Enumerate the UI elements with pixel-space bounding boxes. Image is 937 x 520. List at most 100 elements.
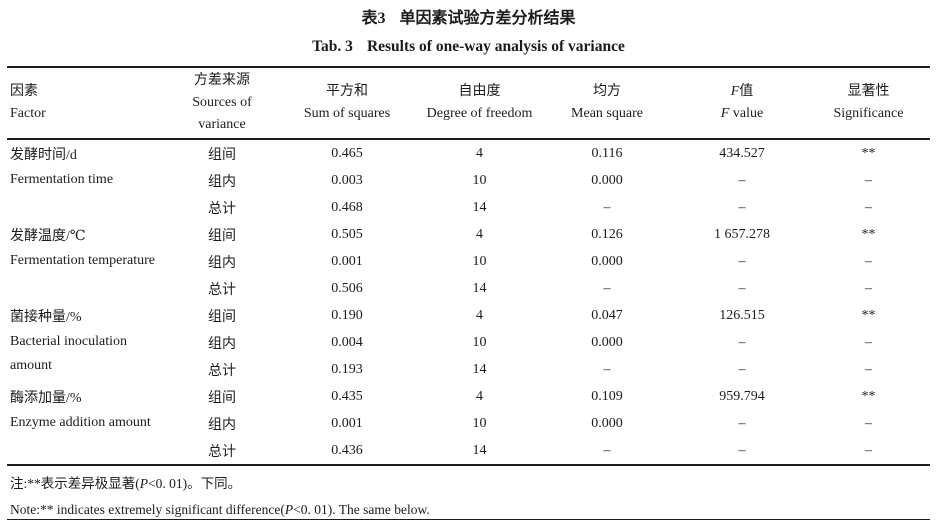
table-number-zh: 表3 [361, 10, 386, 27]
factor-en: Fermentation temperature [10, 253, 155, 268]
note-en-prefix: Note:** indicates extremely significant … [10, 502, 285, 517]
cell-mean-square: 0.000 [591, 334, 623, 350]
table-title-zh: 表3 单因素试验方差分析结果 [7, 0, 930, 30]
header-df-zh: 自由度 [458, 84, 501, 99]
cell-sum-squares: 0.436 [331, 442, 363, 458]
cell-sum-squares: 0.004 [331, 334, 363, 350]
cell-significance: – [865, 253, 872, 269]
cell-significance: – [865, 334, 872, 350]
cell-mean-square: – [603, 199, 611, 215]
header-significance-zh: 显著性 [847, 84, 890, 99]
table-title-en-text: Results of one-way analysis of variance [366, 38, 625, 55]
f-symbol: F [730, 84, 740, 99]
cell-f-value: – [738, 334, 746, 350]
cell-source: 总计 [208, 363, 236, 379]
cell-source: 总计 [208, 282, 236, 298]
cell-sum-squares: 0.003 [331, 172, 363, 188]
cell-mean-square: 0.000 [591, 415, 623, 431]
cell-df: 10 [472, 334, 487, 350]
header-df-en: Degree of freedom [426, 106, 533, 121]
f-zh-rest: 值 [739, 84, 754, 99]
table-notes: 注:**表示差异极显著(P<0. 01)。下同。 Note:** indicat… [7, 466, 930, 519]
cell-f-value: 959.794 [719, 388, 765, 404]
cell-sum-squares: 0.001 [331, 253, 363, 269]
table-row: 总计 0.193 14 – – – [7, 356, 930, 383]
f-en-rest: value [729, 106, 764, 121]
table-row: 菌接种量/% Bacterial inoculation amount 组间 0… [7, 302, 930, 374]
cell-f-value: – [738, 442, 746, 458]
cell-mean-square: 0.109 [591, 388, 623, 404]
factor-en: Fermentation time [10, 172, 114, 187]
table-title-zh-text: 单因素试验方差分析结果 [399, 10, 576, 27]
cell-source: 总计 [208, 201, 236, 217]
table-row: 酶添加量/% Enzyme addition amount 组间 0.435 4… [7, 383, 930, 431]
cell-significance: – [865, 172, 872, 188]
table-row: 发酵温度/℃ Fermentation temperature 组间 0.505… [7, 221, 930, 269]
note-en: Note:** indicates extremely significant … [10, 500, 927, 519]
factor-zh: 菌接种量/% [10, 310, 82, 325]
cell-df: 10 [472, 172, 487, 188]
cell-significance: ** [861, 226, 876, 242]
header-row: 因素 Factor 方差来源 Sources of variance 平方和 S… [7, 67, 930, 140]
table-number-en: Tab. 3 [312, 38, 353, 55]
cell-significance: ** [861, 145, 876, 161]
cell-df: 4 [476, 307, 483, 323]
cell-source: 组间 [208, 309, 236, 325]
cell-sum-squares: 0.190 [331, 307, 363, 323]
cell-mean-square: 0.126 [591, 226, 623, 242]
cell-df: 14 [472, 280, 487, 296]
header-source-zh: 方差来源 [194, 73, 250, 88]
p-symbol: P [284, 502, 294, 517]
header-f-value-en: F value [677, 103, 807, 125]
anova-results-table: 因素 Factor 方差来源 Sources of variance 平方和 S… [7, 66, 930, 466]
table-row: 总计 0.436 14 – – – [7, 437, 930, 465]
cell-mean-square: 0.116 [591, 145, 623, 161]
cell-df: 4 [476, 388, 483, 404]
cell-significance: – [865, 361, 872, 377]
table-row: 组内 0.001 10 0.000 – – [7, 248, 930, 275]
cell-source: 组内 [208, 417, 236, 433]
table-body: 发酵时间/d Fermentation time 组间 0.465 4 0.11… [7, 139, 930, 465]
cell-df: 10 [472, 415, 487, 431]
cell-sum-squares: 0.193 [331, 361, 363, 377]
cell-significance: – [865, 442, 872, 458]
cell-f-value: – [738, 199, 746, 215]
factor-zh: 发酵时间/d [10, 148, 77, 163]
header-factor: 因素 Factor [7, 67, 172, 140]
factor-zh: 发酵温度/℃ [10, 229, 86, 244]
cell-significance: – [865, 415, 872, 431]
cell-df: 10 [472, 253, 487, 269]
cell-source: 总计 [208, 444, 236, 460]
factor-cell-bacterial-inoculation: 菌接种量/% Bacterial inoculation amount [7, 302, 172, 383]
cell-df: 14 [472, 361, 487, 377]
cell-f-value: – [738, 415, 746, 431]
cell-df: 4 [476, 226, 483, 242]
factor-cell-enzyme-addition: 酶添加量/% Enzyme addition amount [7, 383, 172, 465]
cell-significance: – [865, 280, 872, 296]
table-row: 发酵时间/d Fermentation time 组间 0.465 4 0.11… [7, 139, 930, 188]
header-factor-zh: 因素 [10, 84, 38, 99]
table-header: 因素 Factor 方差来源 Sources of variance 平方和 S… [7, 67, 930, 140]
cell-f-value: 1 657.278 [714, 226, 770, 242]
cell-df: 14 [472, 442, 487, 458]
cell-sum-squares: 0.001 [331, 415, 363, 431]
cell-sum-squares: 0.505 [331, 226, 363, 242]
cell-sum-squares: 0.465 [331, 145, 363, 161]
cell-significance: ** [861, 307, 876, 323]
table-title-en: Tab. 3 Results of one-way analysis of var… [7, 37, 930, 57]
cell-source: 组内 [208, 174, 236, 190]
cell-mean-square: – [603, 280, 611, 296]
table-row: 总计 0.468 14 – – – [7, 194, 930, 221]
header-f-value-zh: F值 [677, 81, 807, 103]
cell-df: 14 [472, 199, 487, 215]
cell-significance: ** [861, 388, 876, 404]
header-f-value: F值 F value [677, 67, 807, 140]
cell-mean-square: 0.000 [591, 253, 623, 269]
cell-sum-squares: 0.506 [331, 280, 363, 296]
table-row: 组内 0.004 10 0.000 – – [7, 329, 930, 356]
cell-mean-square: – [603, 442, 611, 458]
cell-mean-square: – [603, 361, 611, 377]
header-source-en: Sources of variance [192, 95, 252, 132]
header-source: 方差来源 Sources of variance [172, 67, 272, 140]
header-sum-squares: 平方和 Sum of squares [272, 67, 422, 140]
